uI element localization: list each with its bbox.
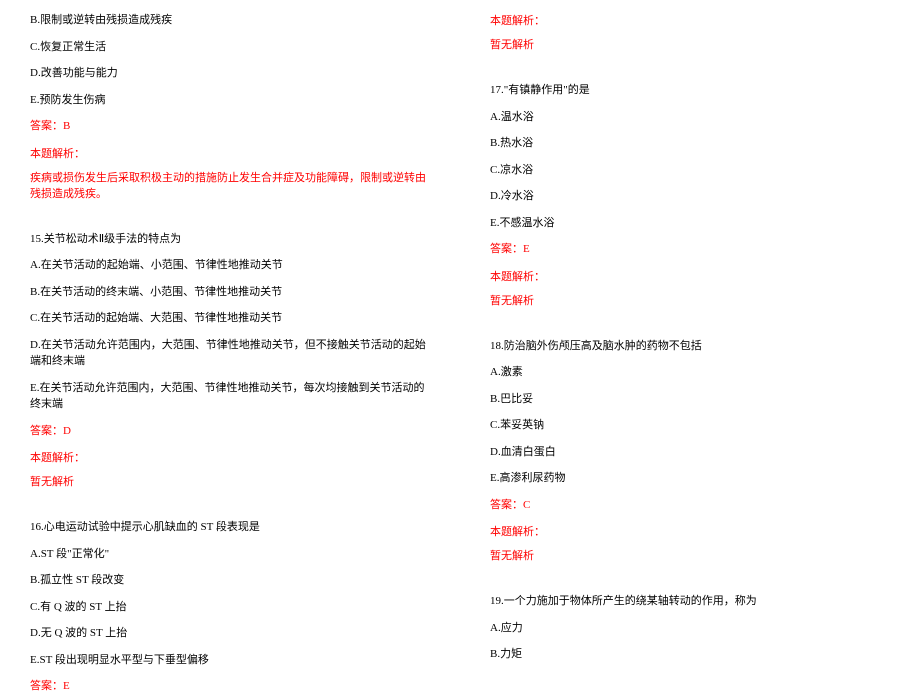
q15-analysis-label: 本题解析： bbox=[30, 449, 430, 465]
q15-option-b: B.在关节活动的终末端、小范围、节律性地推动关节 bbox=[30, 284, 430, 301]
q14-option-c: C.恢复正常生活 bbox=[30, 39, 430, 56]
q17-stem: 17."有镇静作用"的是 bbox=[490, 82, 890, 99]
q17-option-d: D.冷水浴 bbox=[490, 188, 890, 205]
q14-analysis-text: 疾病或损伤发生后采取积极主动的措施防止发生合并症及功能障碍，限制或逆转由残损造成… bbox=[30, 169, 430, 201]
q16-option-b: B.孤立性 ST 段改变 bbox=[30, 572, 430, 589]
q19-option-b: B.力矩 bbox=[490, 646, 890, 663]
q14-analysis-label: 本题解析： bbox=[30, 145, 430, 161]
right-column: 本题解析： 暂无解析 17."有镇静作用"的是 A.温水浴 B.热水浴 C.凉水… bbox=[490, 12, 890, 639]
q17-option-c: C.凉水浴 bbox=[490, 162, 890, 179]
q17-option-a: A.温水浴 bbox=[490, 109, 890, 126]
q16-option-c: C.有 Q 波的 ST 上抬 bbox=[30, 599, 430, 616]
q14-option-d: D.改善功能与能力 bbox=[30, 65, 430, 82]
q17-option-b: B.热水浴 bbox=[490, 135, 890, 152]
q14-answer: 答案：B bbox=[30, 118, 430, 135]
q18-option-c: C.苯妥英钠 bbox=[490, 417, 890, 434]
q15-option-a: A.在关节活动的起始端、小范围、节律性地推动关节 bbox=[30, 257, 430, 274]
q16-stem: 16.心电运动试验中提示心肌缺血的 ST 段表现是 bbox=[30, 519, 430, 536]
q15-stem: 15.关节松动术Ⅱ级手法的特点为 bbox=[30, 231, 430, 248]
q15-option-d: D.在关节活动允许范围内，大范围、节律性地推动关节，但不接触关节活动的起始端和终… bbox=[30, 337, 430, 370]
q16-analysis-text: 暂无解析 bbox=[490, 36, 890, 52]
q18-option-b: B.巴比妥 bbox=[490, 391, 890, 408]
q18-analysis-text: 暂无解析 bbox=[490, 547, 890, 563]
q17-analysis-label: 本题解析： bbox=[490, 268, 890, 284]
q15-answer: 答案：D bbox=[30, 423, 430, 440]
q15-option-e: E.在关节活动允许范围内，大范围、节律性地推动关节，每次均接触到关节活动的终末端 bbox=[30, 380, 430, 413]
q16-option-d: D.无 Q 波的 ST 上抬 bbox=[30, 625, 430, 642]
q17-answer: 答案：E bbox=[490, 241, 890, 258]
q15-analysis-text: 暂无解析 bbox=[30, 473, 430, 489]
q18-option-e: E.高渗利尿药物 bbox=[490, 470, 890, 487]
q14-option-b: B.限制或逆转由残损造成残疾 bbox=[30, 12, 430, 29]
left-column: B.限制或逆转由残损造成残疾 C.恢复正常生活 D.改善功能与能力 E.预防发生… bbox=[30, 12, 430, 639]
q18-answer: 答案：C bbox=[490, 497, 890, 514]
q15-option-c: C.在关节活动的起始端、大范围、节律性地推动关节 bbox=[30, 310, 430, 327]
q18-option-a: A.激素 bbox=[490, 364, 890, 381]
q19-stem: 19.一个力施加于物体所产生的绕某轴转动的作用，称为 bbox=[490, 593, 890, 610]
q17-analysis-text: 暂无解析 bbox=[490, 292, 890, 308]
q16-option-a: A.ST 段"正常化" bbox=[30, 546, 430, 563]
q18-stem: 18.防治脑外伤颅压高及脑水肿的药物不包括 bbox=[490, 338, 890, 355]
q14-option-e: E.预防发生伤病 bbox=[30, 92, 430, 109]
q16-answer: 答案：E bbox=[30, 678, 430, 695]
q18-analysis-label: 本题解析： bbox=[490, 523, 890, 539]
q16-analysis-label: 本题解析： bbox=[490, 12, 890, 28]
q16-option-e: E.ST 段出现明显水平型与下垂型偏移 bbox=[30, 652, 430, 669]
q19-option-a: A.应力 bbox=[490, 620, 890, 637]
q17-option-e: E.不感温水浴 bbox=[490, 215, 890, 232]
q18-option-d: D.血清白蛋白 bbox=[490, 444, 890, 461]
